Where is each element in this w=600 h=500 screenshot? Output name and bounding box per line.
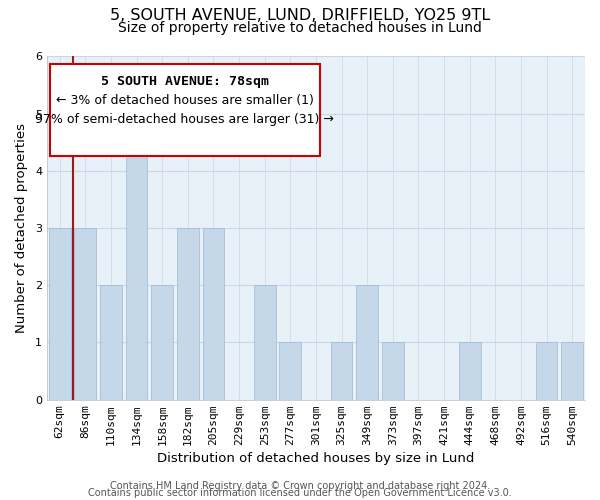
Y-axis label: Number of detached properties: Number of detached properties	[15, 123, 28, 333]
Text: Contains public sector information licensed under the Open Government Licence v3: Contains public sector information licen…	[88, 488, 512, 498]
Bar	[254, 286, 275, 400]
Bar	[382, 342, 404, 400]
Bar	[100, 286, 122, 400]
Text: Contains HM Land Registry data © Crown copyright and database right 2024.: Contains HM Land Registry data © Crown c…	[110, 481, 490, 491]
Bar	[177, 228, 199, 400]
Text: ← 3% of detached houses are smaller (1): ← 3% of detached houses are smaller (1)	[56, 94, 314, 108]
Bar	[536, 342, 557, 400]
Text: 5 SOUTH AVENUE: 78sqm: 5 SOUTH AVENUE: 78sqm	[101, 76, 269, 88]
Bar	[126, 114, 148, 400]
Text: Size of property relative to detached houses in Lund: Size of property relative to detached ho…	[118, 21, 482, 35]
Bar	[331, 342, 352, 400]
Bar	[356, 286, 378, 400]
Bar	[280, 342, 301, 400]
X-axis label: Distribution of detached houses by size in Lund: Distribution of detached houses by size …	[157, 452, 475, 465]
Text: 97% of semi-detached houses are larger (31) →: 97% of semi-detached houses are larger (…	[35, 113, 334, 126]
Bar	[459, 342, 481, 400]
Bar	[561, 342, 583, 400]
Bar	[74, 228, 96, 400]
Bar	[49, 228, 71, 400]
Bar	[203, 228, 224, 400]
Bar	[151, 286, 173, 400]
Text: 5, SOUTH AVENUE, LUND, DRIFFIELD, YO25 9TL: 5, SOUTH AVENUE, LUND, DRIFFIELD, YO25 9…	[110, 8, 490, 22]
